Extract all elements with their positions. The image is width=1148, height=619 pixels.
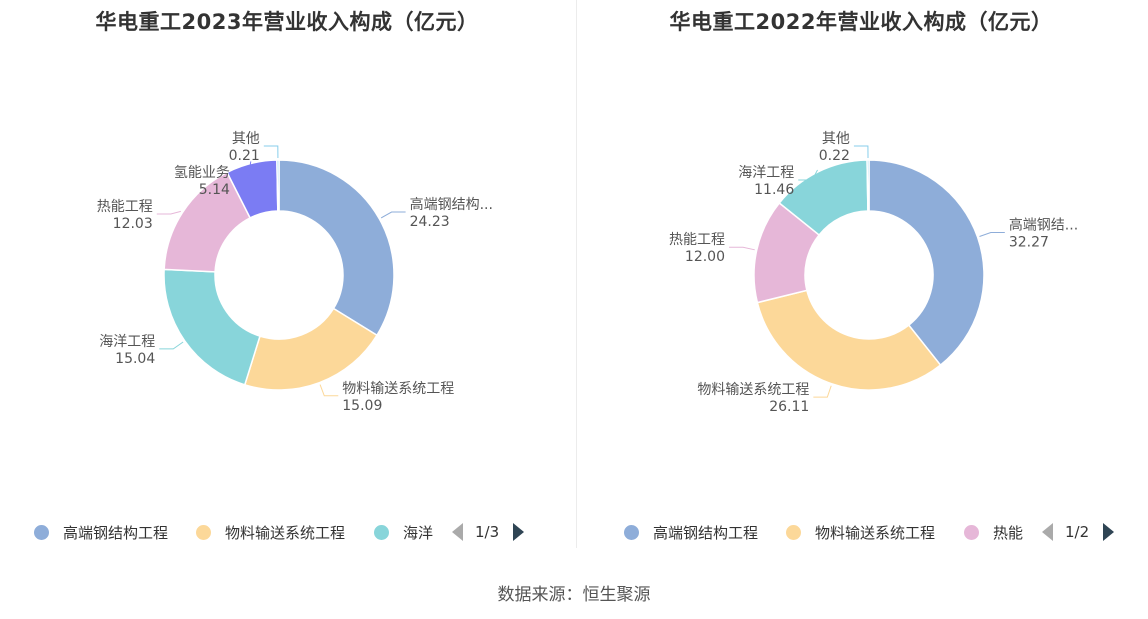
label-leader-line [156, 210, 181, 215]
legend-pager: 1/3 [452, 520, 525, 544]
legend-page-indicator: 1/3 [475, 523, 500, 541]
donut-slice[interactable] [278, 159, 395, 337]
slice-label-value: 26.11 [769, 399, 809, 415]
legend-dot [196, 524, 211, 540]
slice-label-name: 其他 [822, 131, 850, 147]
label-leader-line [979, 232, 1005, 237]
slice-label-value: 5.14 [199, 182, 230, 198]
slice-label-value: 11.46 [754, 182, 794, 198]
legend-prev-arrow-icon[interactable] [1042, 523, 1053, 541]
legend-item-material-conveying[interactable]: 物料输送系统工程 [786, 520, 935, 544]
donut-slice[interactable] [243, 307, 378, 391]
legend-dot [624, 524, 639, 540]
legend-item-thermal[interactable]: 热能 [964, 520, 1023, 544]
donut-slice[interactable] [163, 268, 261, 386]
legend: 高端钢结构工程 物料输送系统工程 热能 1/2 [574, 520, 1148, 544]
legend-label: 物料输送系统工程 [225, 523, 346, 542]
chart-panel-2023: 华电重工2023年营业收入构成（亿元） 高端钢结构... 24.23 物料输送系统工… [0, 0, 574, 560]
slice-label-name: 海洋工程 [99, 334, 155, 350]
slice-label-value: 12.00 [685, 249, 725, 265]
legend-next-arrow-icon[interactable] [1103, 523, 1115, 541]
slice-label-name: 其他 [232, 131, 260, 147]
legend-item-high-end-steel[interactable]: 高端钢结构工程 [624, 520, 758, 544]
legend-label: 高端钢结构工程 [653, 523, 759, 542]
slice-label-name: 海洋工程 [738, 165, 794, 181]
legend-pager: 1/2 [1042, 520, 1115, 544]
chart-panel-2022: 华电重工2022年营业收入构成（亿元） 高端钢结... 32.27 物料输送系统工程… [574, 0, 1148, 560]
slice-label-name: 高端钢结... [1009, 217, 1078, 234]
slice-label-value: 24.23 [410, 214, 450, 230]
legend-dot [374, 524, 389, 540]
label-leader-line [798, 169, 818, 181]
legend-next-arrow-icon[interactable] [513, 523, 525, 541]
chart-title: 华电重工2023年营业收入构成（亿元） [95, 10, 479, 34]
slice-label-value: 32.27 [1009, 235, 1049, 251]
legend-item-material-conveying[interactable]: 物料输送系统工程 [196, 520, 345, 544]
slice-label-name: 高端钢结构... [410, 196, 493, 213]
legend-item-high-end-steel[interactable]: 高端钢结构工程 [34, 520, 168, 544]
label-leader-line [729, 246, 755, 251]
legend-label: 热能 [993, 523, 1024, 542]
data-source: 数据来源：恒生聚源 [497, 585, 651, 605]
donut-slice[interactable] [276, 159, 280, 212]
panel-divider [576, 0, 577, 548]
legend-page-indicator: 1/2 [1065, 523, 1090, 541]
legend-label: 物料输送系统工程 [815, 523, 936, 542]
label-leader-line [319, 384, 339, 397]
legend-dot [964, 524, 979, 540]
slice-label-value: 15.09 [342, 398, 382, 414]
slice-label-value: 0.22 [819, 148, 850, 164]
slice-label-name: 热能工程 [669, 232, 725, 248]
slice-label-value: 12.03 [113, 216, 153, 232]
slice-label-name: 物料输送系统工程 [342, 381, 454, 397]
legend-dot [34, 524, 49, 540]
legend-label: 海洋 [403, 523, 434, 542]
donut-slice[interactable] [866, 159, 870, 212]
label-leader-line [159, 341, 184, 350]
label-leader-line [380, 211, 406, 219]
donut-slice[interactable] [868, 159, 985, 367]
label-leader-line [853, 145, 869, 159]
slice-label-name: 热能工程 [97, 199, 153, 215]
chart-title: 华电重工2022年营业收入构成（亿元） [669, 10, 1053, 34]
slice-label-name: 氢能业务 [174, 165, 230, 181]
legend-label: 高端钢结构工程 [63, 523, 169, 542]
slice-label-value: 0.21 [229, 148, 260, 164]
slice-label-value: 15.04 [115, 351, 155, 367]
label-leader-line [813, 385, 832, 398]
slice-label-name: 物料输送系统工程 [697, 382, 809, 398]
label-leader-line [233, 161, 252, 181]
legend-item-marine[interactable]: 海洋 [374, 520, 433, 544]
legend-dot [786, 524, 801, 540]
donut-slice[interactable] [756, 289, 942, 391]
label-leader-line [263, 145, 279, 159]
legend-prev-arrow-icon[interactable] [452, 523, 463, 541]
legend: 高端钢结构工程 物料输送系统工程 海洋 1/3 [0, 520, 574, 544]
